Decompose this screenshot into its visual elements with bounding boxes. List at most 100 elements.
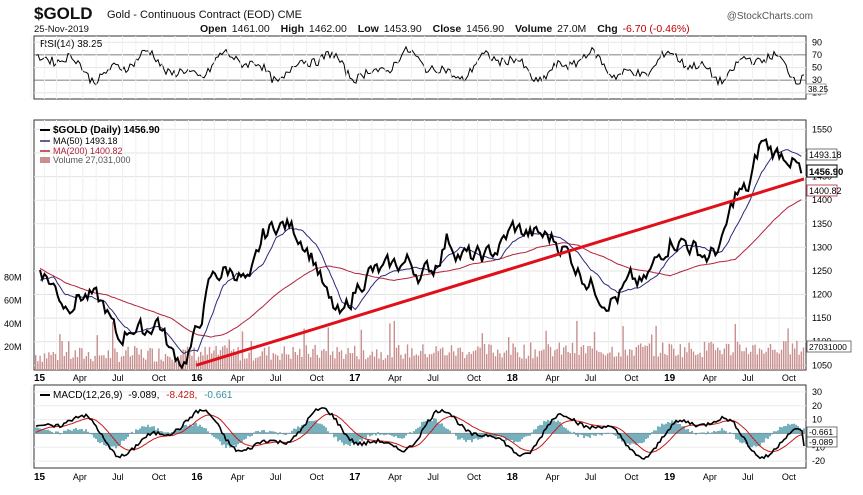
macd-hist-bar — [345, 433, 347, 444]
volume-bar — [604, 355, 607, 370]
volume-bar — [92, 361, 94, 370]
macd-hist-bar — [77, 429, 79, 434]
macd-hist-bar — [283, 433, 285, 435]
volume-bar — [402, 358, 404, 370]
macd-hist-bar — [213, 433, 215, 437]
macd-hist-bar — [293, 428, 295, 434]
volume-bar — [178, 360, 180, 370]
volume-bar — [149, 348, 151, 370]
volume-bar — [761, 349, 763, 370]
macd-hist-bar — [57, 431, 59, 434]
macd-hist-bar — [337, 433, 339, 442]
x-axis-label: Apr — [73, 373, 87, 383]
volume-bar — [301, 356, 303, 370]
volume-bar — [576, 320, 578, 370]
volume-bar — [503, 352, 505, 370]
x-axis-label: Jul — [427, 472, 439, 482]
volume-bar — [233, 349, 235, 370]
volume-bar — [373, 356, 376, 370]
macd-hist-bar — [159, 431, 161, 434]
macd-hist-bar — [449, 430, 451, 434]
macd-hist-bar — [395, 433, 397, 437]
volume-bar — [699, 352, 701, 370]
volume-bar — [101, 355, 103, 370]
volume-bar — [321, 350, 323, 370]
macd-hist-bar — [749, 433, 751, 448]
volume-bar — [246, 358, 248, 370]
volume-bar — [428, 354, 431, 370]
macd-hist-bar — [663, 424, 665, 434]
volume-bar — [120, 356, 123, 370]
x-axis-label: Jul — [742, 472, 754, 482]
macd-hist-bar — [63, 430, 65, 434]
volume-bar — [446, 355, 448, 370]
legend-ma200: MA(200) 1400.82 — [53, 146, 123, 156]
volume-bar — [61, 341, 63, 370]
volume-bar — [378, 358, 380, 370]
x-axis-label: 15 — [34, 472, 46, 483]
macd-hist-bar — [769, 433, 771, 437]
volume-bar — [37, 361, 39, 370]
volume-bar — [431, 354, 433, 370]
macd-hist-bar — [509, 433, 511, 440]
volume-bar — [41, 361, 43, 370]
trendline — [195, 177, 805, 367]
macd-legend: MACD(12,26,9) -9.089, -8.428, -0.661 — [53, 390, 233, 401]
volume-bar — [167, 356, 169, 370]
volume-bar — [505, 350, 508, 370]
x-axis-label: Apr — [388, 373, 402, 383]
stockcharts-brand[interactable]: @StockCharts.com — [726, 11, 813, 22]
macd-hist-bar — [71, 430, 73, 434]
macd-hist-bar — [665, 423, 667, 434]
macd-hist-bar — [507, 433, 509, 440]
volume-bar — [347, 348, 349, 370]
macd-hist-bar — [567, 430, 569, 434]
macd-hist-bar — [677, 423, 679, 434]
volume-bar — [728, 344, 730, 370]
volume-bar — [609, 352, 611, 370]
macd-hist-bar — [75, 428, 77, 434]
macd-value-box — [806, 436, 838, 448]
volume-bar — [653, 356, 655, 370]
volume-bar — [637, 344, 640, 370]
macd-hist-bar — [155, 429, 157, 434]
volume-bar — [789, 354, 791, 370]
volume-bar — [598, 351, 600, 370]
volume-bar — [112, 321, 114, 370]
volume-bar — [545, 330, 547, 370]
volume-bar — [730, 355, 732, 370]
volume-bar — [794, 348, 796, 370]
volume-bar — [723, 348, 725, 370]
volume-bar — [488, 344, 490, 370]
volume-bar — [305, 345, 307, 370]
volume-bar — [593, 331, 596, 370]
volume-bar — [552, 356, 554, 370]
ma200-value-box — [806, 184, 838, 197]
macd-hist-bar — [223, 433, 225, 445]
high-label: High — [280, 23, 304, 35]
macd-hist-bar — [487, 433, 489, 437]
volume-bar — [191, 355, 193, 370]
ma50-value-box — [806, 148, 838, 161]
volume-bar — [329, 355, 332, 370]
macd-hist-bar — [739, 433, 741, 443]
volume-bar — [796, 340, 798, 370]
macd-hist-bar — [253, 432, 255, 434]
volume-bar — [629, 349, 631, 370]
macd-hist-bar — [443, 426, 445, 434]
macd-hist-bar — [383, 433, 385, 436]
volume-bar — [791, 343, 794, 370]
macd-hist-bar — [599, 433, 601, 435]
macd-hist-bar — [123, 433, 125, 441]
volume-bar — [743, 351, 745, 370]
macd-hist-bar — [393, 433, 395, 437]
macd-hist-bar — [291, 430, 293, 434]
legend-volume: Volume 27,031,000 — [53, 155, 131, 165]
volume-bar — [235, 353, 237, 370]
volume-bar — [371, 351, 373, 370]
volume-bar — [450, 345, 453, 370]
volume-bar — [719, 350, 721, 370]
macd-hist-bar — [651, 432, 653, 434]
x-axis-label: 19 — [664, 472, 676, 483]
macd-hist-bar — [271, 431, 273, 434]
